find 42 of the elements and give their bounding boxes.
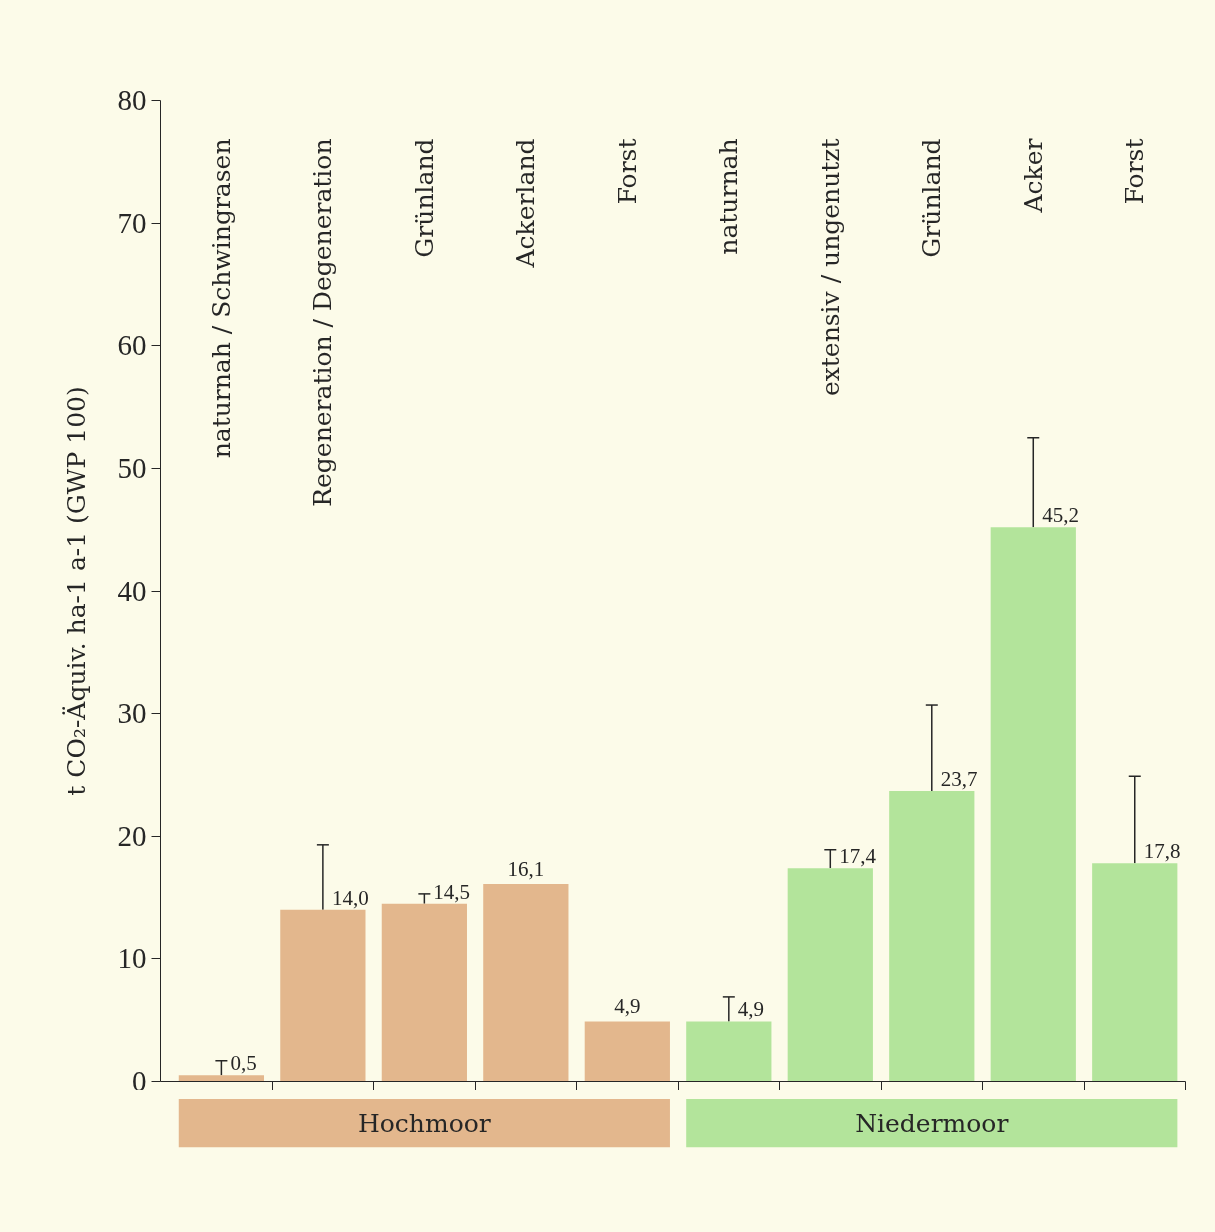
x-tick-label: naturnah [714,138,744,255]
bar [280,909,366,1082]
y-tick-label: 0 [132,1064,147,1097]
data-label: 4,9 [614,994,641,1019]
data-label: 0,5 [230,1051,257,1076]
y-axis-title: t CO₂-Äquiv. ha-1 a-1 (GWP 100) [61,386,91,796]
y-tick-label: 50 [117,451,147,484]
bar [584,1021,670,1082]
bar [381,903,467,1082]
x-tick-label: Forst [612,138,642,205]
bar [686,1021,772,1082]
x-tick-label: extensiv / ungenutzt [815,138,845,397]
data-label: 45,2 [1042,503,1080,528]
bar [1092,863,1178,1082]
y-tick-label: 10 [117,942,147,975]
bar [483,884,569,1082]
series-label: Niedermoor [855,1108,1009,1138]
x-tick-label: Grünland [917,138,947,258]
data-label: 23,7 [940,766,978,791]
y-tick-label: 30 [117,697,147,730]
y-tick-label: 80 [117,84,147,116]
x-tick-label: Ackerland [511,138,541,269]
data-label: 4,9 [737,997,765,1022]
x-tick-label: naturnah / Schwingrasen [206,138,236,459]
data-label: 17,8 [1143,839,1181,864]
bar [990,527,1076,1082]
x-tick-label: Forst [1120,138,1150,205]
bar [889,790,975,1082]
bar [178,1075,265,1082]
x-tick-label: Regeneration / Degeneration [308,138,338,507]
data-label: 14,5 [433,879,471,904]
data-label: 14,0 [331,885,369,910]
x-tick-label: Grünland [409,138,439,258]
y-tick-label: 20 [117,819,147,852]
bar [787,868,873,1082]
data-label: 16,1 [507,857,545,882]
x-tick-label: Acker [1018,138,1048,214]
y-tick-label: 60 [117,329,147,362]
y-tick-label: 40 [117,574,147,607]
y-tick-label: 70 [117,206,147,239]
series-label: Hochmoor [358,1108,491,1138]
data-label: 17,4 [839,844,877,869]
